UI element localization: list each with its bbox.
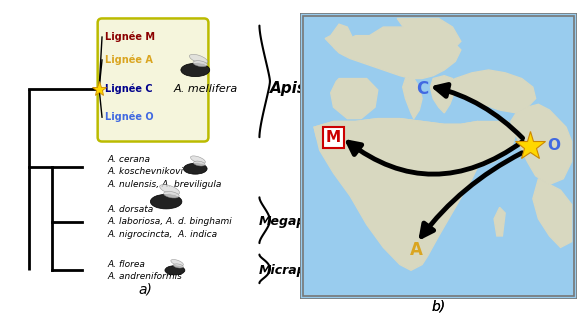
Ellipse shape — [165, 266, 185, 275]
Polygon shape — [533, 179, 571, 247]
Text: A. florea
A. andreniformis: A. florea A. andreniformis — [108, 259, 182, 281]
Ellipse shape — [189, 54, 208, 64]
FancyArrowPatch shape — [348, 142, 522, 174]
Ellipse shape — [150, 194, 182, 209]
Ellipse shape — [194, 161, 205, 166]
Text: Lignée C: Lignée C — [105, 83, 153, 94]
Text: A. cerana
A. koschevnikovi
A. nulensis, A. breviligula: A. cerana A. koschevnikovi A. nulensis, … — [108, 155, 222, 189]
Polygon shape — [494, 207, 505, 236]
Polygon shape — [511, 104, 571, 184]
Ellipse shape — [171, 259, 184, 266]
Text: Lignée M: Lignée M — [105, 32, 155, 42]
Text: Lignée O: Lignée O — [105, 112, 153, 122]
Text: M: M — [326, 130, 341, 145]
Polygon shape — [444, 70, 536, 113]
FancyArrowPatch shape — [422, 153, 522, 237]
Ellipse shape — [181, 63, 210, 77]
Ellipse shape — [193, 61, 207, 67]
Ellipse shape — [164, 191, 179, 198]
Text: O: O — [547, 138, 560, 153]
Ellipse shape — [184, 163, 207, 174]
Polygon shape — [430, 76, 455, 113]
FancyBboxPatch shape — [98, 18, 209, 142]
Text: Megapis: Megapis — [259, 215, 318, 228]
Ellipse shape — [160, 184, 180, 195]
Polygon shape — [397, 18, 461, 56]
Polygon shape — [331, 79, 378, 119]
Text: Apis: Apis — [270, 81, 307, 96]
Text: b): b) — [431, 299, 446, 313]
Ellipse shape — [191, 156, 205, 163]
Polygon shape — [314, 119, 489, 270]
Text: A: A — [410, 241, 423, 259]
Text: b): b) — [431, 299, 446, 313]
Text: C: C — [416, 80, 429, 98]
Polygon shape — [314, 119, 517, 167]
Polygon shape — [403, 79, 422, 119]
Text: A. mellifera: A. mellifera — [174, 84, 238, 93]
Text: Lignée A: Lignée A — [105, 55, 153, 65]
Text: a): a) — [139, 282, 153, 296]
Text: Micrapis: Micrapis — [259, 264, 318, 277]
Polygon shape — [325, 24, 353, 56]
FancyArrowPatch shape — [436, 85, 522, 138]
Ellipse shape — [173, 264, 183, 268]
Polygon shape — [333, 27, 461, 79]
Text: A. dorsata
A. laboriosa, A. d. binghami
A. nigrocincta,  A. indica: A. dorsata A. laboriosa, A. d. binghami … — [108, 205, 233, 238]
